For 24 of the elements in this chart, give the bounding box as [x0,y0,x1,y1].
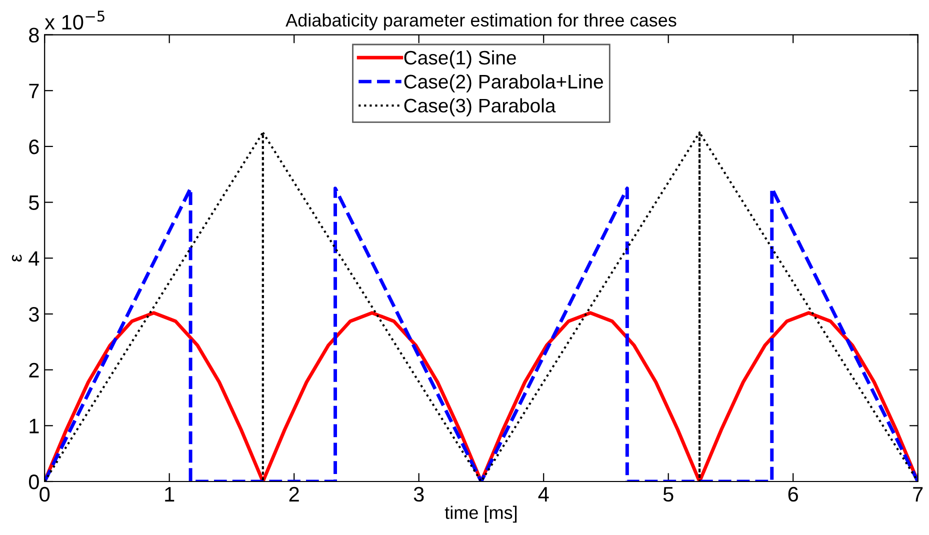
x-tick-label: 5 [663,487,674,502]
x-tick-label: 1 [165,487,174,502]
x-tick-label: 3 [414,486,424,502]
legend-label: Case(3) Parabola [404,98,556,116]
x-tick-label: 7 [913,487,923,502]
x-axis-title: time [ms] [444,506,517,523]
x-tick-label: 2 [289,486,299,502]
y-tick-label: 0 [28,474,39,490]
legend-label: Case(2) Parabola+Line [404,74,603,92]
y-tick-label: 3 [28,306,39,322]
y-tick-label: 2 [29,362,39,378]
chart-title: Adiabaticity parameter estimation for three cases [286,13,676,30]
y-axis-title: ε [12,254,22,262]
y-tick-label: 5 [28,196,39,210]
x-tick-label: 4 [538,487,549,502]
y-tick-label: 8 [29,28,39,43]
y-tick-label: 1 [30,418,39,434]
y-tick-label: 6 [29,139,39,154]
y-tick-label: 7 [29,84,39,98]
x-tick-label: 6 [788,486,798,502]
y-tick-label: 4 [28,251,40,266]
text: x 10$^{−5}$ [44,10,104,30]
legend-label: Case(1) Sine [404,50,516,68]
x-tick-label: 0 [40,486,50,502]
